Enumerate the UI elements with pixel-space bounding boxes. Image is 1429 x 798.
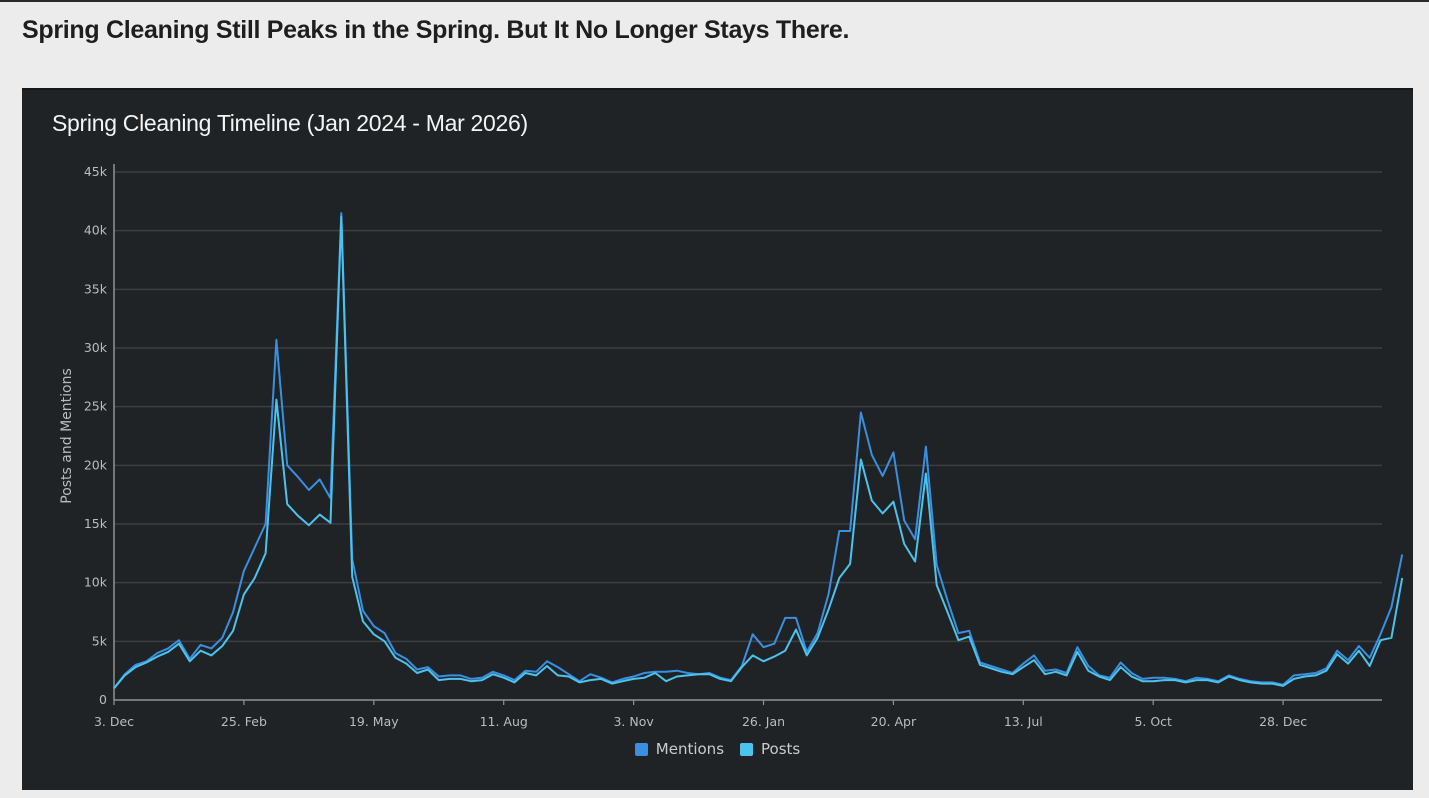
x-tick-label: 28. Dec — [1259, 714, 1307, 729]
posts-swatch-icon — [740, 742, 754, 756]
legend-item-posts[interactable]: Posts — [740, 740, 800, 758]
x-tick-label: 3. Dec — [94, 714, 134, 729]
x-tick-label: 26. Jan — [742, 714, 785, 729]
chart-legend: Mentions Posts — [22, 740, 1413, 758]
gridlines — [113, 164, 1382, 701]
x-tick-label: 20. Apr — [871, 714, 917, 729]
x-tick-label: 3. Nov — [613, 714, 654, 729]
legend-label-posts: Posts — [761, 740, 801, 758]
chart-title: Spring Cleaning Timeline (Jan 2024 - Mar… — [52, 110, 528, 136]
y-axis-title: Posts and Mentions — [59, 368, 75, 504]
x-axis-ticks: 3. Dec 25. Feb 19. May 11. Aug 3. Nov 26. Jan… — [94, 700, 1307, 729]
y-tick-label: 45k — [84, 164, 108, 179]
y-axis-ticks: 0 5k 10k 15k 20k 25k 30k 35k 40k 45k — [84, 164, 108, 707]
x-tick-label: 19. May — [349, 714, 399, 729]
x-tick-label: 13. Jul — [1004, 714, 1043, 729]
y-tick-label: 10k — [84, 575, 108, 590]
top-border — [0, 0, 1429, 2]
x-tick-label: 5. Oct — [1134, 714, 1172, 729]
line-chart[interactable]: 0 5k 10k 15k 20k 25k 30k 35k 40k 45k 3. Dec 25. Fe… — [22, 90, 1413, 730]
y-tick-label: 30k — [84, 340, 108, 355]
mentions-swatch-icon — [634, 742, 648, 756]
y-tick-label: 35k — [84, 281, 108, 296]
y-tick-label: 0 — [99, 692, 107, 707]
page-headline: Spring Cleaning Still Peaks in the Sprin… — [22, 16, 850, 44]
y-tick-label: 20k — [84, 457, 108, 472]
chart-card: Spring Cleaning Timeline (Jan 2024 - Mar… — [22, 88, 1413, 790]
y-tick-label: 15k — [84, 516, 108, 531]
mentions-line[interactable] — [113, 212, 1404, 689]
y-tick-label: 40k — [84, 223, 108, 238]
x-tick-label: 25. Feb — [221, 714, 267, 729]
y-tick-label: 5k — [92, 633, 108, 648]
legend-label-mentions: Mentions — [655, 740, 725, 758]
legend-item-mentions[interactable]: Mentions — [634, 740, 725, 758]
posts-line[interactable] — [113, 215, 1404, 689]
y-tick-label: 25k — [84, 399, 108, 414]
x-tick-label: 11. Aug — [480, 714, 528, 729]
